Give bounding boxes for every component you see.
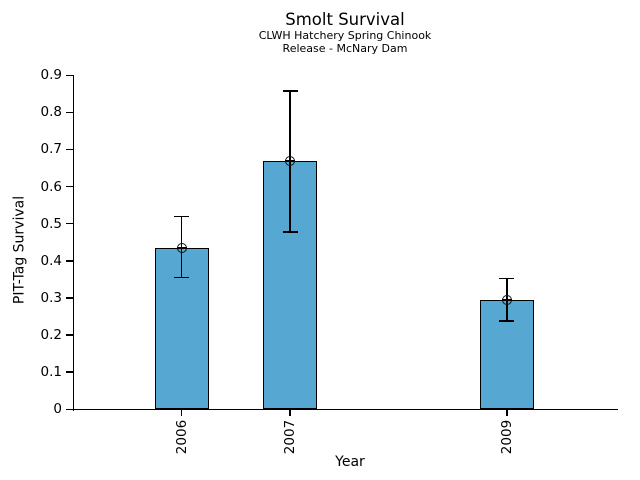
y-tick (65, 111, 73, 114)
y-tick-label-0.8: 0.8 (40, 104, 62, 121)
y-tick-label-0.3: 0.3 (40, 289, 62, 306)
error-cap-bottom-2006 (174, 276, 190, 279)
y-tick (65, 74, 73, 76)
x-tick-label-2009: 2009 (498, 419, 515, 455)
y-tick-label-0.6: 0.6 (40, 178, 62, 195)
y-tick (65, 223, 73, 225)
y-tick (65, 297, 73, 299)
y-tick-label-0.4: 0.4 (40, 252, 62, 269)
error-cap-top-2009 (499, 277, 515, 279)
x-tick-2009 (506, 409, 508, 417)
x-tick-label-2007: 2007 (282, 419, 299, 455)
x-tick-2006 (181, 409, 183, 417)
y-tick-label-0.1: 0.1 (40, 364, 62, 381)
y-tick-label-0.9: 0.9 (40, 67, 62, 84)
chart-title: Smolt Survival (285, 10, 405, 29)
x-axis-label: Year (335, 454, 365, 470)
y-tick (65, 260, 73, 262)
y-tick (65, 148, 73, 151)
error-cap-top-2006 (174, 215, 190, 217)
error-cap-bottom-2007 (282, 231, 298, 233)
marker-cross-h-2009 (501, 299, 512, 301)
error-cap-top-2007 (282, 90, 298, 92)
chart-subtitle-line2: Release - McNary Dam (282, 42, 408, 55)
x-tick-2007 (289, 409, 291, 417)
x-axis-spine (72, 408, 618, 410)
y-tick (65, 408, 73, 410)
y-tick (65, 371, 73, 373)
y-tick-label-0.7: 0.7 (40, 141, 62, 158)
x-tick-label-2006: 2006 (173, 419, 190, 455)
y-tick (65, 185, 73, 188)
error-cap-bottom-2009 (499, 320, 515, 322)
y-tick (65, 334, 73, 336)
y-axis-spine (72, 74, 75, 411)
marker-cross-h-2006 (176, 247, 187, 249)
y-tick-label-0: 0 (53, 401, 62, 418)
y-tick-label-0.2: 0.2 (40, 327, 62, 344)
marker-cross-h-2007 (285, 159, 296, 162)
y-tick-label-0.5: 0.5 (40, 215, 62, 232)
chart-subtitle-line1: CLWH Hatchery Spring Chinook (258, 29, 432, 42)
